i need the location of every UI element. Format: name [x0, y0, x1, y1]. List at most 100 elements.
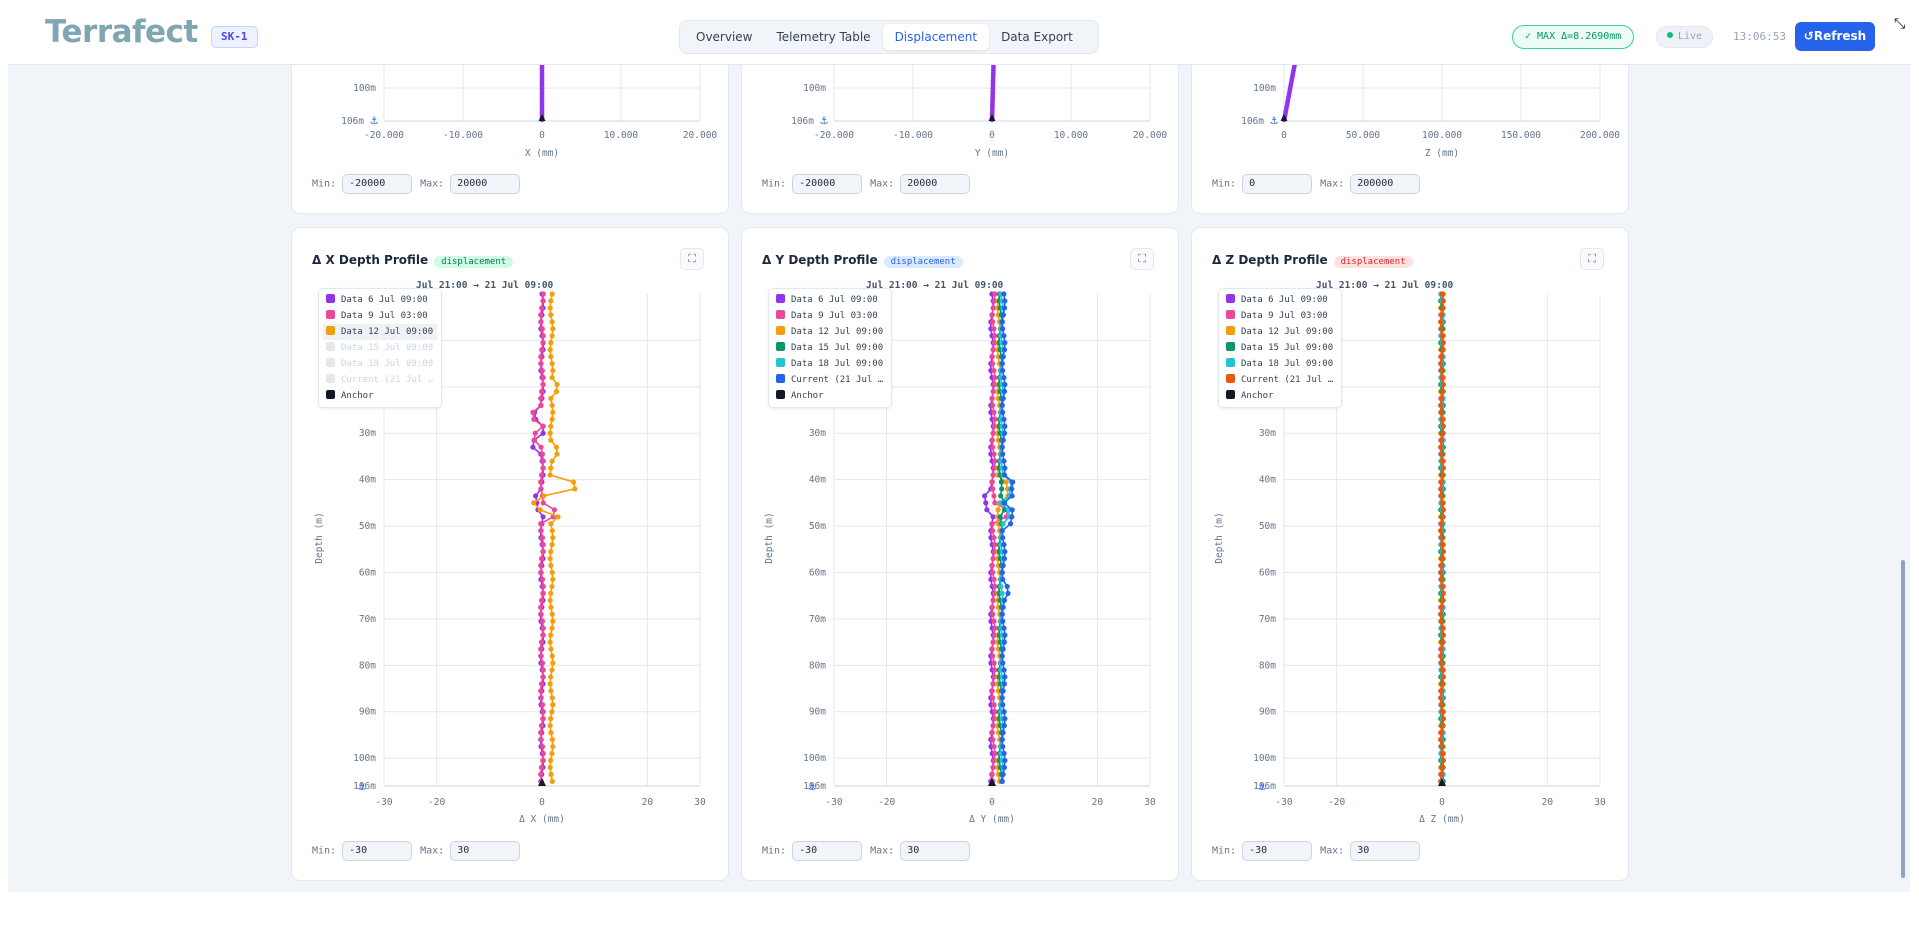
x-max-input[interactable]: 20000: [450, 174, 521, 194]
site-badge[interactable]: SK-1: [211, 26, 258, 48]
legend-item[interactable]: Anchor: [773, 388, 887, 404]
legend-swatch: [1226, 374, 1235, 383]
series-point: [1439, 583, 1446, 590]
series-point: [1438, 730, 1445, 736]
series-point: [1000, 702, 1006, 708]
delta-y-min-input[interactable]: -30: [792, 841, 863, 861]
series-point: [1000, 437, 1006, 443]
legend-item[interactable]: Current (21 Jul …: [773, 372, 887, 388]
expand-icon[interactable]: ⛶: [1580, 248, 1604, 270]
tab-telemetry-table[interactable]: Telemetry Table: [776, 30, 871, 44]
series-point: [539, 367, 545, 374]
series-point: [1004, 583, 1010, 590]
legend-item[interactable]: Data 9 Jul 03:00: [1223, 308, 1337, 324]
series-point: [549, 361, 555, 367]
series-point: [989, 521, 995, 527]
series-point: [1000, 771, 1006, 777]
series-point: [1440, 381, 1446, 388]
legend-item[interactable]: Data 6 Jul 09:00: [1223, 292, 1337, 308]
series-point: [548, 465, 554, 471]
anchor-marker: [988, 114, 996, 121]
x-min-input[interactable]: -20000: [342, 174, 413, 194]
live-indicator[interactable]: Live: [1656, 26, 1714, 48]
tab-displacement[interactable]: Displacement: [882, 24, 990, 50]
tab-overview[interactable]: Overview: [696, 30, 753, 44]
legend-item[interactable]: Data 18 Jul 09:00: [1223, 356, 1337, 372]
tab-data-export[interactable]: Data Export: [1001, 30, 1073, 44]
expand-icon[interactable]: ⛶: [1130, 248, 1154, 270]
legend-item[interactable]: Data 12 Jul 09:00: [773, 324, 887, 340]
legend-swatch: [776, 374, 785, 383]
delta-x-title: Δ X Depth Profile displacement: [312, 253, 514, 268]
series-point: [1003, 479, 1009, 485]
series-point: [538, 555, 545, 562]
series-point: [990, 695, 996, 701]
legend-item[interactable]: Data 9 Jul 03:00: [323, 308, 437, 324]
delta-x-max-input[interactable]: 30: [450, 841, 521, 861]
delta-z-min-input[interactable]: -30: [1242, 841, 1313, 861]
series-point: [540, 430, 546, 436]
series-point: [990, 569, 996, 576]
legend-item[interactable]: Current (21 Jul …: [1223, 372, 1337, 388]
series-point: [998, 479, 1005, 485]
legend-label: Data 12 Jul 09:00: [1241, 327, 1334, 337]
legend-label: Current (21 Jul …: [341, 375, 434, 385]
legend-item[interactable]: Data 12 Jul 09:00: [323, 324, 437, 340]
series-point: [989, 688, 995, 694]
series-point: [540, 674, 546, 680]
page-scrollbar[interactable]: [1901, 560, 1905, 878]
delta-x-min-input[interactable]: -30: [342, 841, 413, 861]
legend-item[interactable]: Data 12 Jul 09:00: [1223, 324, 1337, 340]
legend-label: Data 15 Jul 09:00: [341, 343, 434, 353]
y-min-input[interactable]: -20000: [792, 174, 863, 194]
x-tick-label: 50.000: [1346, 130, 1381, 141]
legend-item[interactable]: Current (21 Jul …: [323, 372, 437, 388]
series-point: [540, 374, 546, 381]
series-point: [540, 514, 546, 520]
legend-label: Data 9 Jul 03:00: [1241, 311, 1328, 321]
legend-item[interactable]: Data 9 Jul 03:00: [773, 308, 887, 324]
z-min-input[interactable]: 0: [1242, 174, 1313, 194]
series-point: [1005, 590, 1011, 596]
legend-item[interactable]: Data 18 Jul 09:00: [773, 356, 887, 372]
depth-tick-label: 106m: [791, 116, 814, 127]
series-point: [1002, 632, 1008, 638]
z-max-input[interactable]: 200000: [1350, 174, 1421, 194]
series-point: [991, 716, 997, 722]
series-point: [1439, 312, 1445, 318]
legend-item[interactable]: Data 6 Jul 09:00: [323, 292, 437, 308]
series-point: [1007, 521, 1014, 527]
series-point: [547, 639, 553, 645]
y-max-input[interactable]: 20000: [900, 174, 971, 194]
legend-item[interactable]: Data 6 Jul 09:00: [773, 292, 887, 308]
legend-item[interactable]: Data 18 Jul 09:00: [323, 356, 437, 372]
series-point: [989, 562, 995, 569]
series-point: [538, 562, 544, 569]
x-profile-card: -20.000 -10.000 0 10.000 20.000 100m 106m ⚓ X (m…: [291, 46, 729, 214]
series-point: [1000, 521, 1006, 527]
legend-label: Data 18 Jul 09:00: [341, 359, 434, 369]
legend-item[interactable]: Data 15 Jul 09:00: [323, 340, 437, 356]
series-point: [538, 521, 544, 527]
legend-item[interactable]: Anchor: [323, 388, 437, 404]
delta-y-max-input[interactable]: 30: [900, 841, 971, 861]
series-point: [538, 646, 544, 652]
series-point: [1440, 472, 1446, 478]
collapse-icon[interactable]: ⤡: [1894, 16, 1906, 32]
legend-item[interactable]: Data 15 Jul 09:00: [1223, 340, 1337, 356]
expand-icon[interactable]: ⛶: [680, 248, 704, 270]
legend-item[interactable]: Anchor: [1223, 388, 1337, 404]
refresh-button[interactable]: ↺Refresh: [1795, 22, 1875, 51]
series-point: [997, 514, 1003, 520]
series-point: [547, 681, 553, 687]
series-point: [989, 437, 995, 443]
series-point: [998, 493, 1004, 499]
y-range-controls: Min: -20000 Max: 20000: [762, 174, 978, 194]
series-point: [572, 486, 578, 492]
series-point: [539, 535, 546, 541]
series-point: [1000, 688, 1006, 694]
delta-y-legend: Data 6 Jul 09:00 Data 9 Jul 03:00 Data 12 …: [768, 288, 892, 408]
delta-z-max-input[interactable]: 30: [1350, 841, 1421, 861]
app-window: Terrafect SK-1 Overview Telemetry Table …: [8, 0, 1910, 892]
legend-item[interactable]: Data 15 Jul 09:00: [773, 340, 887, 356]
